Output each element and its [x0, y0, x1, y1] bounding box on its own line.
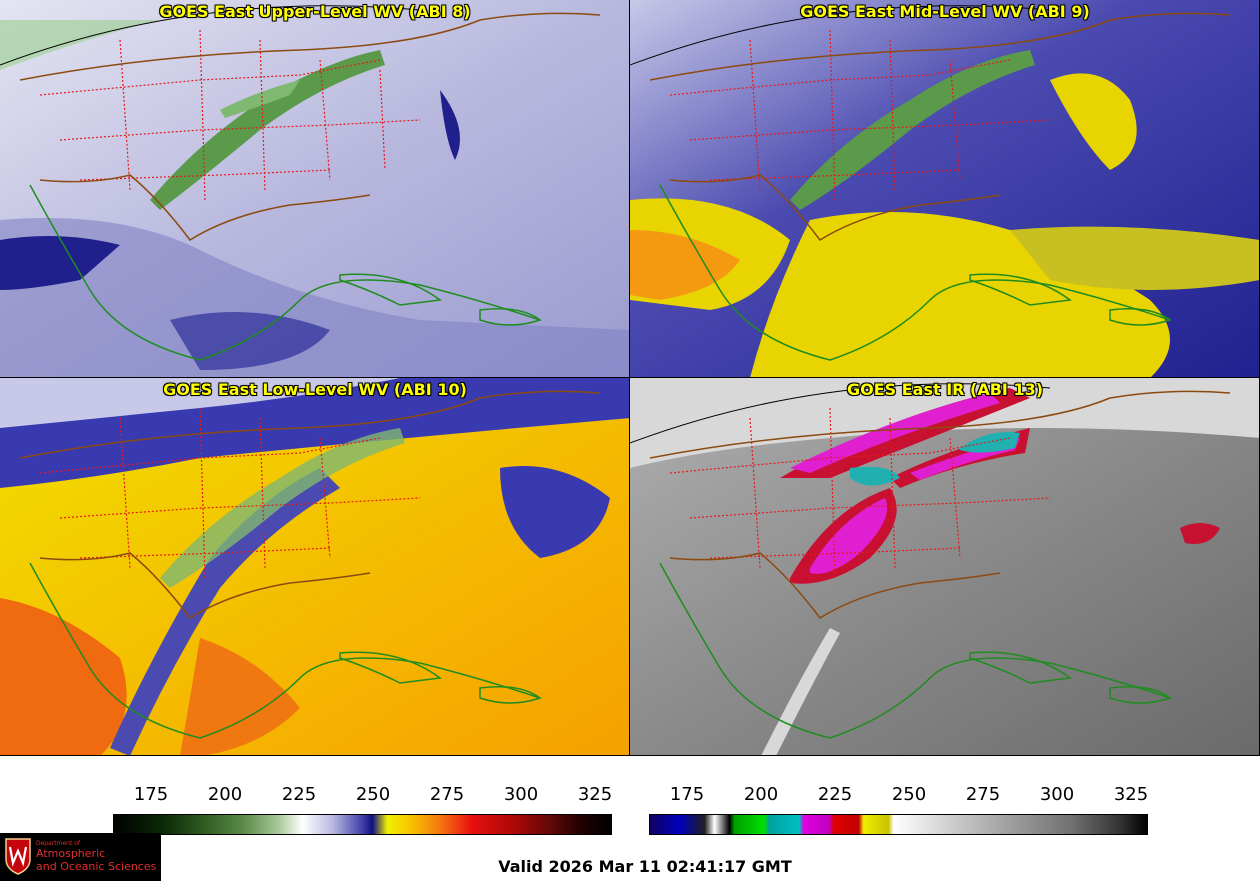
panel-upper-level-wv: GOES East Upper-Level WV (ABI 8) [0, 0, 630, 378]
valid-time: Valid 2026 Mar 11 02:41:17 GMT [498, 857, 792, 876]
wv-tick-label: 175 [133, 784, 169, 805]
logo-line-3: and Oceanic Sciences [36, 860, 157, 873]
ir-tick-label: 250 [891, 784, 927, 805]
wv-tick-label: 275 [429, 784, 465, 805]
wv-tick-label: 325 [577, 784, 613, 805]
ir-image [630, 378, 1259, 755]
ir-tick-label: 200 [743, 784, 779, 805]
ir-tick-label: 275 [965, 784, 1001, 805]
ir-tick-label: 300 [1039, 784, 1075, 805]
panel-title: GOES East Mid-Level WV (ABI 9) [800, 2, 1090, 21]
wv-tick-label: 225 [281, 784, 317, 805]
panel-mid-level-wv: GOES East Mid-Level WV (ABI 9) [630, 0, 1260, 378]
logo-line-1: Department of [36, 840, 80, 847]
panel-low-level-wv: GOES East Low-Level WV (ABI 10) [0, 378, 630, 756]
ir-colorbar [649, 814, 1148, 835]
logo-line-2: Atmospheric [36, 847, 106, 860]
wv-tick-label: 200 [207, 784, 243, 805]
ir-tick-label: 325 [1113, 784, 1149, 805]
panel-title: GOES East Upper-Level WV (ABI 8) [159, 2, 471, 21]
ir-tick-label: 225 [817, 784, 853, 805]
mid-level-wv-image [630, 0, 1259, 377]
wv-colorbar [113, 814, 612, 835]
upper-level-wv-image [0, 0, 629, 377]
wv-tick-label: 300 [503, 784, 539, 805]
wv-tick-label: 250 [355, 784, 391, 805]
uw-crest-icon [5, 838, 31, 875]
panel-title: GOES East Low-Level WV (ABI 10) [163, 380, 467, 399]
aos-logo: Department of Atmospheric and Oceanic Sc… [0, 833, 161, 881]
ir-tick-label: 175 [669, 784, 705, 805]
panel-ir: GOES East IR (ABI 13) [630, 378, 1260, 756]
panel-title: GOES East IR (ABI 13) [846, 380, 1044, 399]
low-level-wv-image [0, 378, 629, 755]
